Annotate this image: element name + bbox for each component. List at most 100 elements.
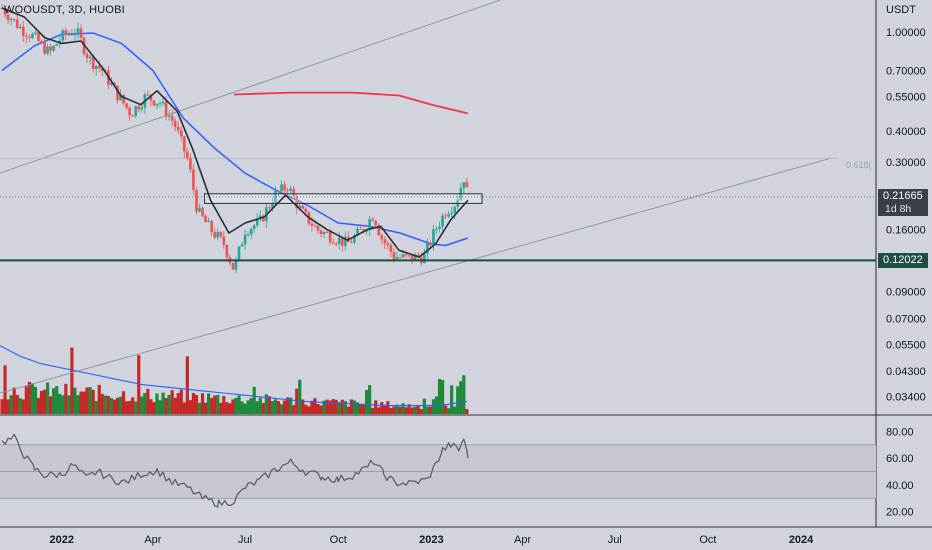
candle-body (18, 26, 22, 29)
volume-bar (79, 391, 83, 414)
volume-bar (447, 408, 451, 414)
volume-bar (216, 394, 220, 414)
currency-label[interactable]: USDT (886, 4, 916, 16)
candle-body (97, 65, 101, 69)
volume-bar (97, 384, 101, 414)
volume-bar (237, 395, 241, 414)
volume-bar (404, 407, 408, 414)
volume-bar (346, 406, 350, 414)
volume-bar (70, 347, 74, 414)
candle-body (386, 243, 390, 245)
candle-body (289, 188, 292, 191)
candle-body (407, 255, 411, 257)
symbol-title[interactable]: WOOUSDT, 3D, HUOBI (4, 4, 125, 16)
candle-body (271, 203, 274, 208)
time-tick-label: 2024 (789, 534, 814, 546)
volume-bar (222, 395, 226, 414)
candle-body (91, 56, 95, 69)
candle-body (198, 207, 201, 212)
candle-body (243, 234, 247, 245)
volume-bar (161, 392, 165, 414)
time-tick-label: Jul (608, 534, 622, 546)
volume-bar (331, 399, 335, 414)
candle-body (131, 115, 134, 117)
price-tick-label: 0.55000 (886, 91, 926, 103)
volume-bar (316, 403, 320, 414)
volume-bar (243, 403, 247, 414)
volume-bar (416, 405, 420, 414)
ma-mid-path (1, 32, 469, 247)
last-price-tag: 0.21665 (878, 188, 928, 204)
candle-body (222, 236, 226, 246)
volume-bar (428, 406, 433, 414)
candle-body (426, 243, 429, 254)
volume-bar (371, 407, 375, 414)
volume-bar (258, 397, 262, 414)
candle-body (395, 257, 399, 260)
rsi-pane[interactable] (0, 433, 876, 508)
volume-bar (301, 399, 305, 414)
candle-body (67, 33, 71, 35)
candle-body (410, 255, 414, 262)
candle-body (179, 130, 183, 137)
candle-body (252, 225, 256, 229)
candle-body (401, 254, 405, 258)
volume-bar (252, 386, 256, 414)
volume-bar (58, 393, 62, 414)
candle-body (447, 214, 450, 217)
volume-bar (67, 395, 71, 414)
volume-bar (0, 399, 4, 414)
volume-bar (325, 399, 329, 414)
volume-bar (295, 388, 299, 414)
volume-bar (164, 398, 168, 414)
volume-bar (185, 356, 189, 414)
candle-body (231, 262, 235, 270)
rsi-tick-label: 60.00 (886, 453, 914, 465)
candle-body (61, 30, 65, 41)
volume-bar (349, 399, 354, 414)
volume-bar (450, 385, 454, 414)
price-tick-label: 0.03400 (886, 392, 926, 404)
candle-body (134, 106, 138, 116)
time-tick-label: 2022 (50, 534, 74, 546)
candle-body (334, 243, 338, 245)
candle-body (444, 215, 447, 217)
volume-bar (30, 383, 35, 414)
volume-bar (45, 382, 50, 414)
volume-bar (39, 390, 44, 414)
candle-body (183, 136, 186, 152)
volume-bar (358, 404, 363, 414)
candle-body (344, 236, 347, 246)
volume-bar (52, 388, 56, 414)
volume-bar (422, 398, 426, 414)
candle-body (100, 68, 104, 71)
volume-bar (3, 365, 7, 414)
candle-body (31, 33, 34, 39)
candle-body (128, 107, 131, 116)
candle-body (368, 219, 371, 230)
candle-body (122, 94, 125, 104)
volume-bar (270, 401, 275, 414)
trendlines[interactable] (0, 0, 831, 397)
volume-bar (395, 404, 399, 414)
candle-body (46, 46, 49, 54)
volume-bar (383, 404, 387, 414)
volume-bar (246, 400, 250, 414)
candle-body (21, 26, 25, 36)
candle-body (441, 215, 444, 227)
volume-bar (228, 403, 232, 414)
candle-body (337, 237, 341, 244)
candle-body (298, 205, 302, 209)
candle-body (325, 231, 329, 233)
volume-bar (152, 402, 156, 414)
candle-body (146, 94, 150, 96)
volume-bar (440, 379, 445, 414)
candle-body (113, 82, 116, 86)
volume-bar (149, 399, 153, 414)
candle-body (246, 234, 250, 236)
candle-body (119, 94, 122, 101)
resistance-zone[interactable] (204, 193, 483, 204)
volume-bar (64, 383, 68, 414)
resistance-zone-box (204, 193, 483, 204)
